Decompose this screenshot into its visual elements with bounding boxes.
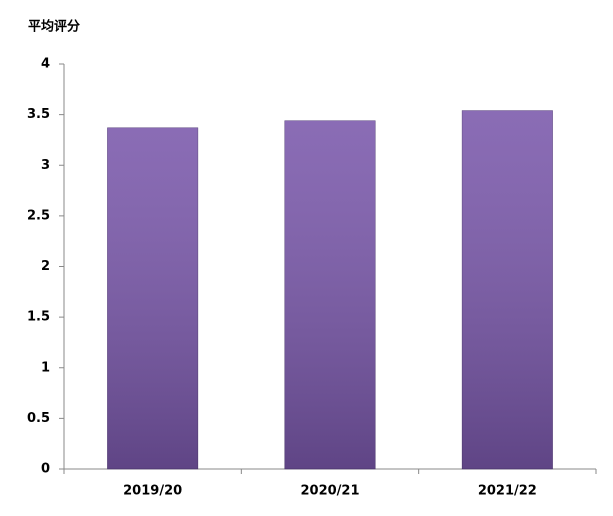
y-tick-label: 1.5 [27,310,50,325]
x-tick-label: 2019/20 [123,484,182,499]
y-tick-label: 2 [41,259,50,274]
y-tick-label: 1 [41,360,50,375]
y-axis-title: 平均评分 [28,19,80,35]
y-tick-label: 3 [41,158,50,173]
x-tick-label: 2021/22 [478,484,537,499]
y-tick-label: 4 [41,57,50,72]
x-tick-label: 2020/21 [300,484,359,499]
bar-shade [462,110,553,469]
y-tick-label: 2.5 [27,208,50,223]
y-tick-label: 0.5 [27,411,50,426]
bar-shade [284,120,376,469]
y-tick-label: 3.5 [27,107,50,122]
bar-shade [107,127,198,469]
y-tick-label: 0 [41,462,50,477]
